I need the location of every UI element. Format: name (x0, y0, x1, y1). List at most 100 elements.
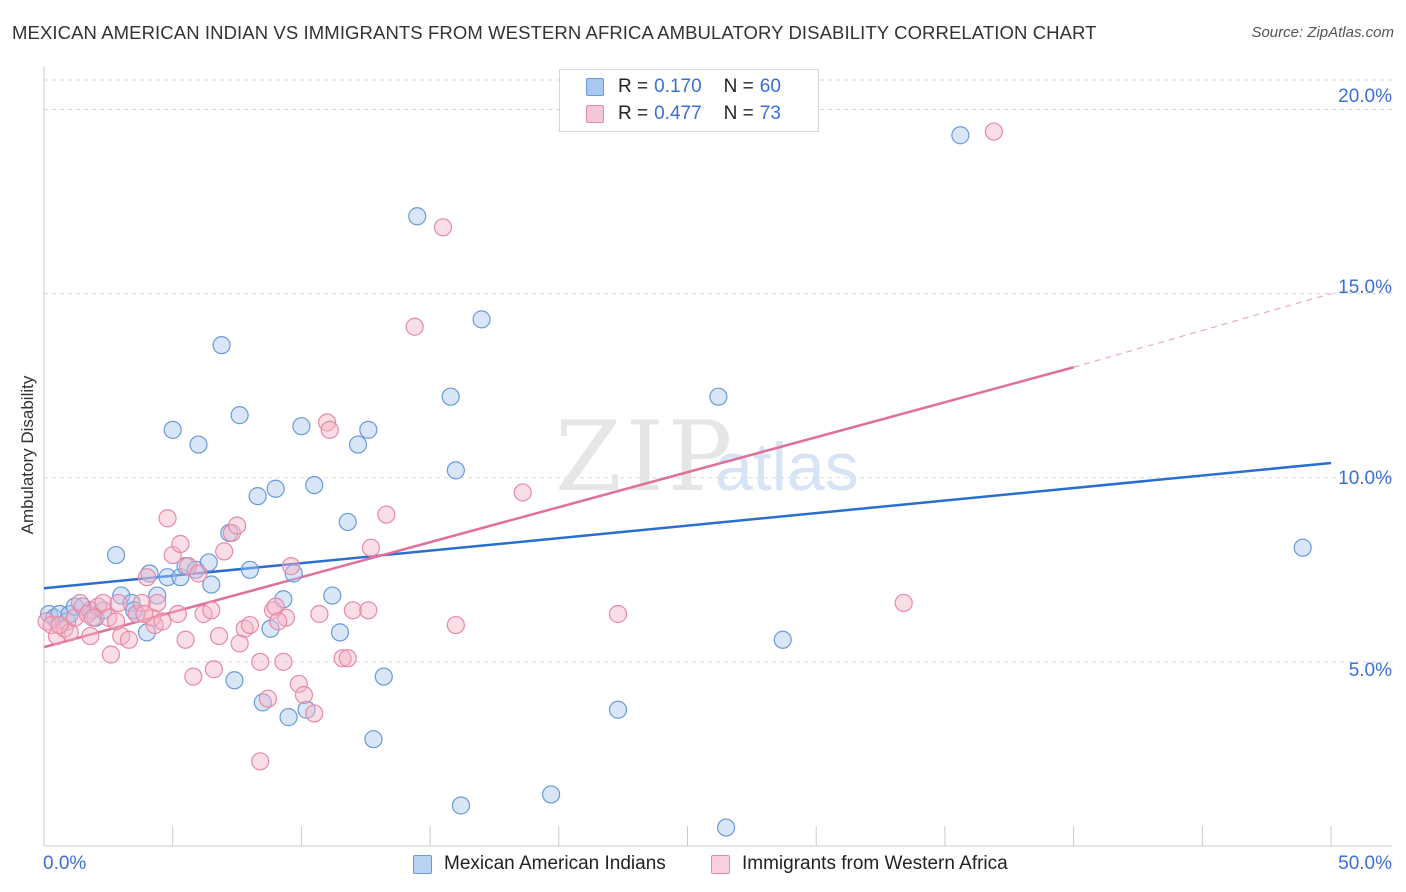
legend-row-pink: R = 0.477 N = 73 (586, 102, 781, 126)
pink-point-67 (153, 612, 172, 631)
pink-point-53 (333, 649, 352, 668)
pink-point-41 (258, 689, 278, 708)
pink-point-32 (204, 660, 223, 679)
blue-point-53 (709, 387, 728, 406)
blue-point-31 (261, 619, 280, 638)
bottom-legend-label-blue: Mexican American Indians (444, 853, 666, 874)
pink-point-15 (119, 630, 139, 649)
legend-n-label: N = (723, 103, 754, 124)
y-tick-label-20: 20.0% (1338, 86, 1392, 107)
pink-point-65 (984, 122, 1003, 141)
blue-point-42 (348, 435, 368, 454)
pink-point-57 (361, 538, 380, 557)
pink-point-25 (171, 534, 190, 554)
blue-point-43 (359, 420, 378, 439)
pink-point-29 (189, 564, 208, 583)
pink-point-33 (209, 626, 229, 646)
source-label: Source: ZipAtlas.com (1251, 24, 1394, 41)
blue-point-45 (374, 667, 393, 686)
pink-point-58 (377, 505, 396, 524)
y-tick-label-5: 5.0% (1348, 660, 1392, 681)
stats-legend: R = 0.170 N = 60 R = 0.477 N = 73 (559, 69, 819, 132)
bottom-legend-blue: Mexican American Indians (413, 852, 666, 876)
pink-point-63 (608, 604, 628, 624)
pink-point-70 (106, 612, 126, 631)
pink-point-18 (137, 568, 157, 587)
pink-point-72 (269, 612, 288, 631)
pink-point-49 (305, 704, 324, 723)
blue-point-57 (1293, 538, 1312, 557)
blue-point-39 (323, 586, 342, 605)
pink-point-24 (168, 604, 187, 624)
legend-n-label: N = (723, 76, 754, 97)
pink-point-48 (294, 685, 314, 705)
legend-swatch-blue (586, 78, 604, 96)
pink-point-71 (135, 604, 154, 624)
blue-point-44 (364, 730, 383, 749)
blue-point-54 (717, 818, 736, 837)
pink-point-66 (251, 752, 270, 771)
pink-point-39 (240, 615, 260, 635)
pink-point-8 (81, 626, 100, 646)
blue-point-56 (951, 126, 970, 145)
pink-point-28 (184, 667, 203, 686)
y-axis-label: Ambulatory Disability (18, 375, 37, 535)
blue-point-23 (202, 575, 221, 594)
pink-point-27 (179, 557, 198, 576)
pink-point-51 (318, 413, 337, 432)
pink-point-13 (109, 593, 128, 613)
pink-point-40 (251, 652, 270, 671)
blue-point-50 (472, 310, 491, 329)
pink-point-60 (433, 218, 453, 237)
blue-point-24 (212, 336, 231, 355)
chart-title: MEXICAN AMERICAN INDIAN VS IMMIGRANTS FR… (12, 22, 1097, 43)
blue-point-21 (189, 435, 208, 454)
blue-point-28 (240, 560, 260, 579)
pink-point-59 (405, 317, 424, 336)
bottom-legend-pink: Immigrants from Western Africa (711, 852, 1008, 876)
pink-point-21 (148, 593, 167, 613)
legend-r-value: 0.477 (654, 103, 702, 124)
pink-point-64 (894, 593, 913, 613)
pink-point-31 (202, 601, 221, 620)
legend-r-label: R = (618, 76, 649, 97)
pink-point-16 (127, 604, 146, 624)
x-tick-label-0: 0.0% (43, 853, 87, 874)
blue-point-40 (330, 623, 350, 642)
pink-point-46 (282, 557, 301, 576)
blue-point-34 (279, 708, 298, 727)
blue-point-55 (773, 630, 792, 649)
y-tick-label-10: 10.0% (1338, 468, 1392, 489)
blue-point-9 (106, 545, 126, 565)
pink-point-55 (343, 601, 362, 620)
pink-point-69 (50, 615, 69, 635)
blue-point-11 (122, 593, 141, 613)
pink-point-26 (176, 630, 195, 649)
pink-point-44 (274, 652, 293, 671)
blue-point-49 (451, 796, 471, 815)
blue-point-38 (305, 475, 324, 495)
blue-point-26 (225, 671, 244, 690)
blue-point-35 (284, 564, 303, 583)
pink-point-12 (101, 645, 121, 664)
pink-point-62 (513, 483, 532, 502)
blue-point-29 (248, 487, 267, 506)
pink-point-34 (215, 542, 234, 561)
blue-point-17 (163, 420, 182, 439)
blue-point-46 (408, 207, 427, 226)
watermark-atlas: atlas (715, 429, 859, 505)
pink-point-68 (83, 608, 103, 627)
pink-point-17 (132, 593, 151, 613)
blue-point-32 (266, 479, 285, 498)
bottom-legend-swatch-blue (413, 854, 432, 874)
pink-point-52 (320, 420, 339, 439)
blue-point-27 (230, 406, 249, 425)
blue-point-51 (541, 785, 561, 804)
bottom-legend-swatch-pink (711, 854, 730, 874)
bottom-legend-label-pink: Immigrants from Western Africa (742, 853, 1008, 874)
pink-point-22 (158, 509, 177, 528)
pink-point-47 (289, 674, 308, 694)
y-tick-label-15: 15.0% (1338, 277, 1392, 298)
blue-point-10 (112, 586, 131, 605)
